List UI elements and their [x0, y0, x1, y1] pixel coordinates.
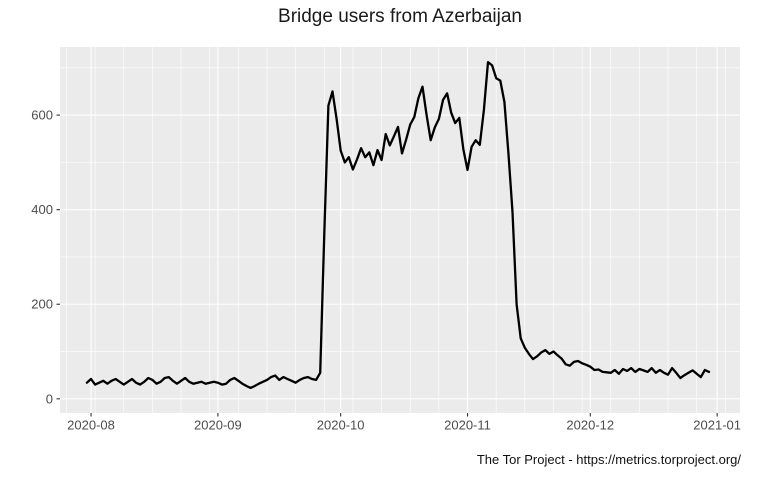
y-tick-label: 200: [31, 297, 53, 312]
source-attribution: The Tor Project - https://metrics.torpro…: [476, 452, 741, 467]
plot-panel: [60, 47, 740, 413]
x-tick-label: 2020-10: [317, 418, 365, 433]
axis-tick-labels: 2020-08 2020-09 2020-10 2020-11 2020-12 2021-…: [31, 108, 741, 433]
y-tick-label: 400: [31, 202, 53, 217]
minor-gridlines: [60, 47, 740, 413]
y-tick-label: 600: [31, 108, 53, 123]
y-tick-label: 0: [46, 391, 53, 406]
x-tick-label: 2020-12: [566, 418, 614, 433]
x-tick-label: 2021-01: [693, 418, 741, 433]
x-tick-label: 2020-08: [67, 418, 115, 433]
axis-ticks: [56, 114, 718, 417]
x-tick-label: 2020-11: [444, 418, 491, 433]
data-line-bridge-users: [85, 60, 711, 390]
major-gridlines: [60, 47, 740, 413]
x-tick-label: 2020-09: [194, 418, 242, 433]
chart-title: Bridge users from Azerbaijan: [278, 6, 522, 27]
